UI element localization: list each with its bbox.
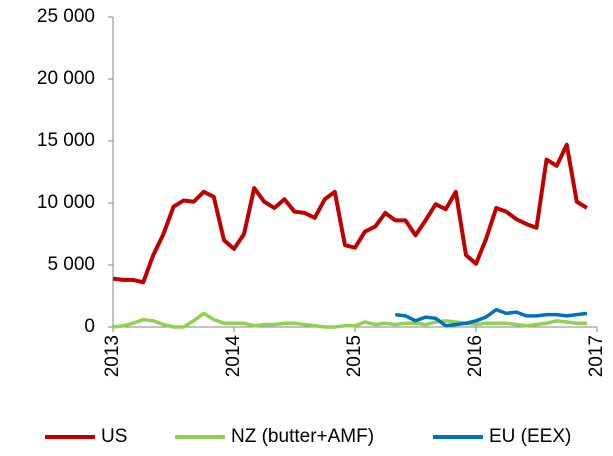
series-line (395, 307, 588, 328)
x-tick-label: 2014 (223, 335, 244, 378)
legend-label: NZ (butter+AMF) (231, 426, 374, 447)
y-tick-label: 25 000 (37, 6, 95, 27)
y-tick-label: 15 000 (37, 130, 95, 151)
legend-label: US (101, 426, 127, 447)
series-line (112, 311, 587, 329)
x-tick-label: 2016 (465, 335, 486, 377)
series-line (112, 142, 589, 285)
y-tick-label: 0 (84, 316, 95, 337)
x-tick-label: 2017 (586, 335, 607, 377)
y-tick-label: 5 000 (47, 254, 95, 275)
legend-label: EU (EEX) (489, 426, 571, 447)
y-tick-label: 10 000 (37, 192, 95, 213)
x-tick-label: 2013 (102, 335, 123, 377)
y-tick-label: 20 000 (37, 68, 95, 89)
x-tick-label: 2015 (344, 335, 365, 377)
